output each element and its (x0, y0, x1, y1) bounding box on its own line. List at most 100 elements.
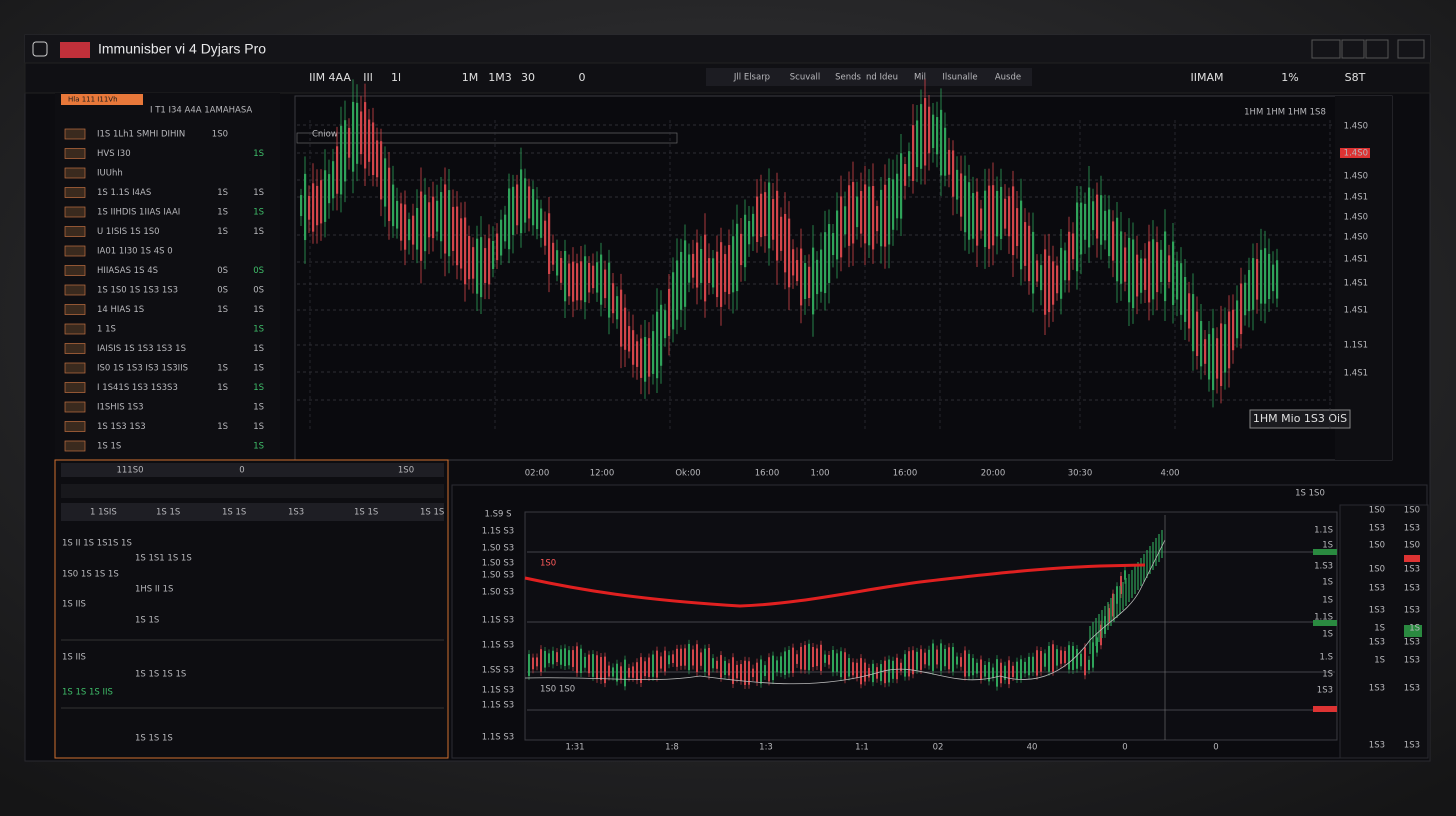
candle-body (1204, 339, 1206, 364)
candle-body (592, 654, 594, 677)
candle-body (964, 176, 966, 233)
symbol-name[interactable]: 1S 1S0 1S 1S3 1S3 (97, 286, 178, 296)
tab[interactable]: Mil (914, 73, 926, 83)
candle-body (984, 191, 986, 247)
candle-body (424, 195, 426, 251)
symbol-name[interactable]: I 1S41S 1S3 1S3S3 (97, 383, 178, 393)
candle-body (820, 250, 822, 292)
candle-body (524, 178, 526, 222)
price-label: 1S (1322, 541, 1333, 551)
candle-body (1252, 258, 1254, 310)
tab[interactable]: Sends (835, 73, 861, 83)
symbol-name[interactable]: 1S 1.1S I4AS (97, 188, 151, 198)
order-line: 1S 1S 1S IIS (62, 688, 113, 698)
symbol-name[interactable]: IS0 1S 1S3 IS3 1S3IIS (97, 364, 188, 374)
candle-body (1104, 211, 1106, 241)
candle-body (992, 185, 994, 245)
candle-body (824, 655, 826, 663)
candle-body (664, 310, 666, 338)
main-chart-panel (295, 96, 1392, 460)
tab[interactable]: Scuvall (790, 73, 820, 83)
toolbar-button[interactable]: 0 (579, 71, 586, 84)
order-line: 1S IIS (62, 600, 86, 610)
candle-body (412, 216, 414, 245)
chart-legend: 1HM 1HM 1HM 1S8 (1244, 108, 1326, 118)
toolbar-button[interactable]: 1M3 (488, 71, 512, 84)
toolbar-button[interactable]: IIl (363, 71, 373, 84)
candle-body (692, 649, 694, 665)
symbol-name[interactable]: IAISIS 1S 1S3 1S3 1S (97, 344, 186, 354)
symbol-name[interactable]: IUUhh (97, 169, 123, 179)
toolbar-button[interactable]: 30 (521, 71, 535, 84)
candle-body (568, 263, 570, 296)
candle-body (880, 664, 882, 681)
symbol-name[interactable]: 14 HIAS 1S (97, 305, 144, 315)
candle-body (760, 194, 762, 237)
candle-body (600, 255, 602, 305)
symbol-name[interactable]: 1S 1S3 1S3 (97, 422, 146, 432)
candle-body (384, 158, 386, 206)
symbol-name[interactable]: HVS I30 (97, 149, 131, 159)
candle-body (380, 141, 382, 199)
orders-tab[interactable]: 111S0 (116, 466, 143, 476)
tab[interactable]: nd Ideu (866, 73, 898, 83)
candle-body (584, 657, 586, 668)
tool-button[interactable]: S8T (1345, 71, 1366, 84)
tab[interactable]: Ilsunalle (942, 73, 977, 83)
symbol-name[interactable]: HIIASAS 1S 4S (97, 266, 158, 276)
candle-body (368, 120, 370, 162)
candle-body (332, 161, 334, 198)
order-line: 1S II 1S 1S1S 1S (62, 539, 132, 549)
candle-body (872, 186, 874, 249)
price-label: 1.1S (1314, 526, 1333, 536)
toolbar-button[interactable]: 1l (391, 71, 401, 84)
candle-body (1236, 300, 1238, 338)
symbol-name[interactable]: 1 1S (97, 325, 116, 335)
candle-body (900, 663, 902, 671)
symbol-name[interactable]: I1SHIS 1S3 (97, 403, 144, 413)
candle-body (1024, 662, 1026, 673)
candle-body (752, 214, 754, 237)
candle-body (792, 249, 794, 275)
orders-tab[interactable]: 1S0 (398, 466, 414, 476)
candle-body (428, 202, 430, 237)
symbol-name[interactable]: 1S 1S (97, 442, 121, 452)
orders-tab[interactable]: 0 (239, 466, 244, 476)
candle-body (1208, 334, 1210, 379)
order-line: 1S 1S 1S 1S (135, 670, 186, 680)
symbol-price: 1S (217, 364, 228, 374)
symbol-name[interactable]: U 1ISIS 1S 1S0 (97, 227, 160, 237)
candle-body (872, 664, 874, 682)
candle-body (348, 128, 350, 158)
candle-body (780, 656, 782, 673)
tab[interactable]: Jll Elsarp (733, 73, 770, 83)
candle-body (580, 261, 582, 300)
candle-body (564, 251, 566, 301)
candle-body (1052, 644, 1054, 671)
tab[interactable]: Ausde (995, 73, 1021, 83)
toolbar-button[interactable]: 1M (462, 71, 479, 84)
price-label: 1.1S S3 (482, 641, 514, 651)
time-label: 30:30 (1068, 469, 1093, 479)
side-value: 1S (1374, 624, 1385, 634)
candle-body (572, 262, 574, 302)
watchlist-heading: I T1 I34 A4A 1AMAHASA (150, 106, 252, 116)
tool-button[interactable]: IIMAM (1191, 71, 1224, 84)
candle-body (1072, 234, 1074, 260)
symbol-name[interactable]: I1S 1Lh1 SMHI DIHIN (97, 130, 185, 140)
symbol-name[interactable]: 1S IIHDIS 1IIAS IAAI (97, 208, 180, 218)
watchlist-tab-label[interactable]: Hla 111 I11Vh (68, 96, 118, 104)
candle-body (912, 125, 914, 181)
symbol-name[interactable]: IA01 1I30 1S 4S 0 (97, 247, 173, 257)
candle-body (972, 193, 974, 239)
side-value: 1S0 (1404, 541, 1420, 551)
time-label: 0 (1213, 743, 1218, 753)
tool-button[interactable]: 1% (1281, 71, 1298, 84)
candle-body (724, 254, 726, 292)
toolbar-button[interactable]: IIM 4AA (309, 71, 351, 84)
price-label: 1.S0 S3 (482, 571, 514, 581)
symbol-icon (65, 383, 85, 393)
side-value: 1S3 (1404, 606, 1420, 616)
candle-body (836, 211, 838, 260)
symbol-icon (65, 285, 85, 295)
